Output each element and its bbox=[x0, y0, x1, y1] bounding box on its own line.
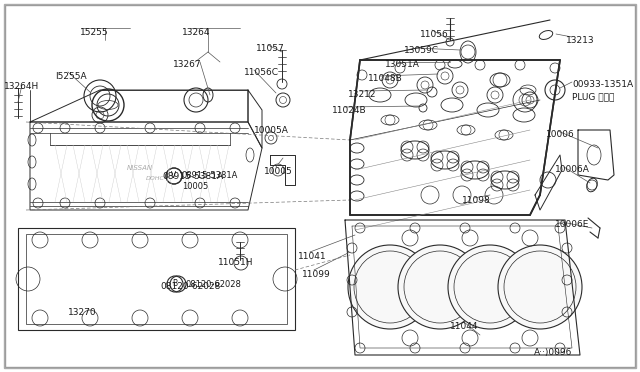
Text: 11048B: 11048B bbox=[368, 74, 403, 83]
Text: NISSAN: NISSAN bbox=[127, 165, 153, 171]
Text: 11098: 11098 bbox=[462, 196, 491, 205]
Text: DOHC: DOHC bbox=[145, 176, 164, 180]
Text: 08120-62028: 08120-62028 bbox=[160, 282, 220, 291]
Text: 13264H: 13264H bbox=[4, 82, 39, 91]
Text: A··)0096: A··)0096 bbox=[534, 348, 572, 357]
Text: 10005: 10005 bbox=[182, 182, 208, 191]
Text: 11024B: 11024B bbox=[332, 106, 367, 115]
Text: B: B bbox=[172, 279, 177, 289]
Text: 11057: 11057 bbox=[256, 44, 285, 53]
Text: 13267: 13267 bbox=[173, 60, 202, 69]
Text: V: V bbox=[172, 171, 177, 180]
Text: 00933-1351A: 00933-1351A bbox=[572, 80, 633, 89]
Text: 10006E: 10006E bbox=[555, 220, 589, 229]
Text: 08120-62028: 08120-62028 bbox=[186, 280, 242, 289]
Circle shape bbox=[348, 245, 432, 329]
Text: 13270: 13270 bbox=[68, 308, 97, 317]
Text: 11056: 11056 bbox=[420, 30, 449, 39]
Text: 11099: 11099 bbox=[302, 270, 331, 279]
Text: 10006A: 10006A bbox=[555, 165, 590, 174]
Text: 08915-5381A: 08915-5381A bbox=[162, 172, 223, 181]
Text: 13051A: 13051A bbox=[385, 60, 420, 69]
Text: 11044: 11044 bbox=[450, 322, 479, 331]
Circle shape bbox=[398, 245, 482, 329]
Text: 13264: 13264 bbox=[182, 28, 211, 37]
Text: 08915-5381A: 08915-5381A bbox=[182, 171, 238, 180]
Text: 10005: 10005 bbox=[264, 167, 292, 176]
Circle shape bbox=[448, 245, 532, 329]
Text: 13212: 13212 bbox=[348, 90, 376, 99]
Text: 10005A: 10005A bbox=[254, 126, 289, 135]
Text: 11041: 11041 bbox=[298, 252, 326, 261]
Text: 11056C: 11056C bbox=[244, 68, 279, 77]
Circle shape bbox=[498, 245, 582, 329]
Text: 11051H: 11051H bbox=[218, 258, 253, 267]
Text: 13213: 13213 bbox=[566, 36, 595, 45]
Text: 13059C: 13059C bbox=[404, 46, 439, 55]
Text: 10006: 10006 bbox=[546, 130, 575, 139]
Text: 15255: 15255 bbox=[80, 28, 109, 37]
Bar bbox=[18, 228, 295, 330]
Bar bbox=[26, 234, 287, 324]
Text: I5255A: I5255A bbox=[55, 72, 86, 81]
Text: PLUG プラグ: PLUG プラグ bbox=[572, 92, 614, 101]
